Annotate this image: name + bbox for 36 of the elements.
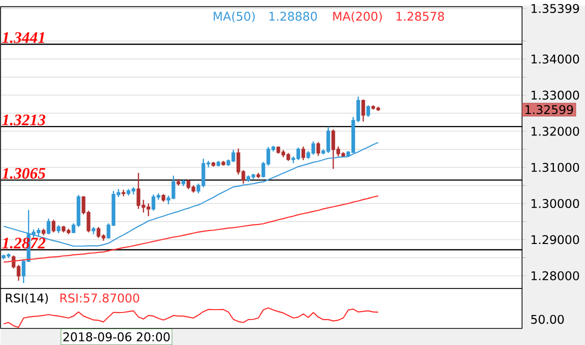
ref-line-label: 1.3441 [2,32,44,43]
candlestick [52,219,56,233]
chart-title: RSI(14) [6,293,48,304]
candlestick [216,160,220,167]
y-tick-label: 1.33000 [532,90,580,100]
annotation: 1.28880 [269,12,317,21]
text: 1.32599 [526,104,573,114]
candlestick [56,224,60,234]
candlestick [301,146,306,161]
candlestick [316,141,320,156]
candlestick [361,98,366,122]
candlestick [92,226,96,235]
candlestick [42,228,46,236]
y-tick-label: 1.28000 [532,271,580,280]
candlestick [212,161,216,168]
text: MA(50) [214,11,255,22]
y-tick-label: 1.35399 [532,4,579,13]
candlestick [256,172,260,179]
ref-line-label: 1.3213 [2,114,46,126]
y-tick-label: 1.32000 [532,126,580,136]
candlestick [46,218,50,235]
text: 50.00 [531,314,564,324]
y-tick-label: 1.29000 [532,234,580,244]
y-tick-label: 1.31000 [532,162,580,172]
candlestick [182,179,186,187]
candlestick [176,178,180,186]
ref-line-label: 1.3065 [2,168,46,179]
y-tick-label: 1.30000 [532,198,580,208]
text: MA(200) [333,11,382,22]
text: 1.28578 [396,12,444,21]
y-tick-label: 1.34000 [532,54,580,64]
candlestick [122,189,126,197]
candlestick [222,160,226,166]
text: 2018-09-06 20:00 [63,332,170,342]
candlestick [162,193,166,202]
series-label: RSI:57.87000 [60,293,140,302]
